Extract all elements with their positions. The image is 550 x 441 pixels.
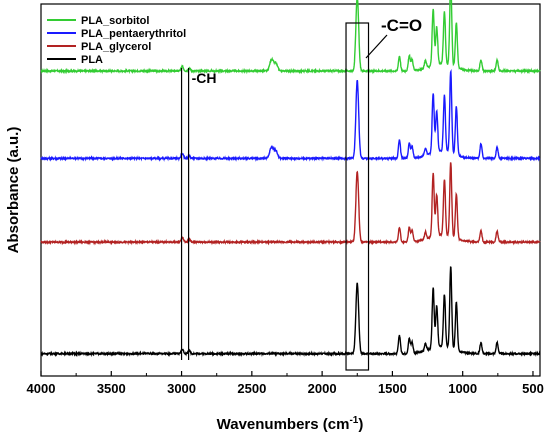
- x-tick-label: 4000: [27, 381, 56, 396]
- series-line-pla-pentaerythritol: [40, 68, 541, 162]
- annotation-layer: -CH -C=O: [180, 16, 422, 371]
- x-axis-title-end: ): [358, 416, 363, 433]
- legend: PLA_sorbitolPLA_pentaerythritolPLA_glyce…: [47, 15, 186, 66]
- y-axis-title: Absorbance (a.u.): [5, 127, 22, 254]
- x-tick-label: 3500: [97, 381, 126, 396]
- legend-label: PLA_glycerol: [81, 41, 151, 53]
- x-axis-title: Wavenumbers (cm-1): [217, 415, 364, 433]
- legend-label: PLA_pentaerythritol: [81, 28, 186, 40]
- x-tick-label: 2000: [308, 381, 337, 396]
- x-tick-label: 1500: [378, 381, 407, 396]
- co-annotation: -C=O: [381, 16, 422, 35]
- x-tick-label: 2500: [237, 381, 266, 396]
- x-tick-label: 1000: [448, 381, 477, 396]
- x-axis-title-main: Wavenumbers (cm: [217, 416, 350, 433]
- legend-label: PLA: [81, 54, 103, 66]
- x-tick-label: 3000: [167, 381, 196, 396]
- ch-annotation: -CH: [192, 70, 217, 86]
- series-line-pla-sorbitol: [40, 0, 541, 75]
- series-line-pla: [40, 266, 541, 358]
- co-box: [345, 22, 370, 371]
- x-axis-title-sup: -1: [349, 415, 358, 426]
- x-tick-label: 500: [522, 381, 544, 396]
- series-line-pla-glycerol: [40, 162, 541, 246]
- x-axis-ticks: 4000 3500 3000 2500 2000 1500 1000 500: [27, 371, 544, 396]
- plot-frame: [40, 3, 541, 377]
- series-layer: [40, 0, 541, 358]
- legend-label: PLA_sorbitol: [81, 15, 149, 27]
- co-pointer: [365, 34, 388, 59]
